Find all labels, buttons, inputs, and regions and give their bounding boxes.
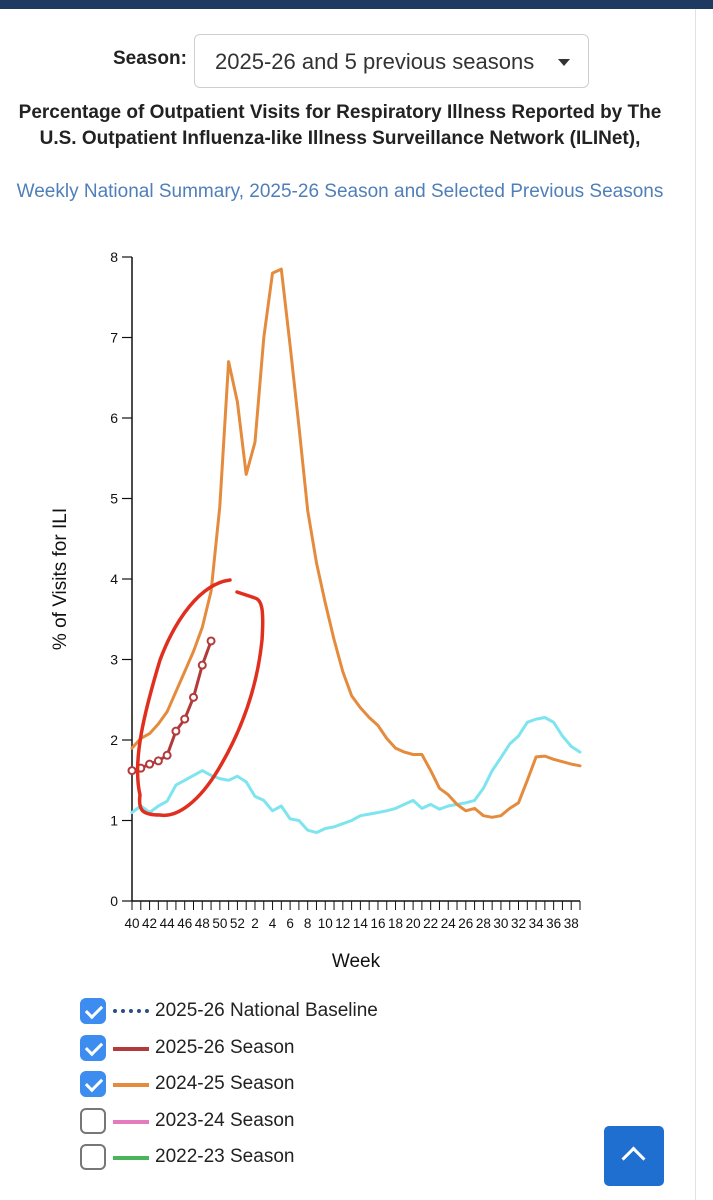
series-point (127, 766, 137, 776)
y-tick-label: 2 (110, 732, 118, 748)
annotation-circle (135, 578, 265, 818)
x-tick-label: 26 (458, 916, 473, 931)
legend-swatch (113, 1009, 149, 1013)
x-tick-label: 30 (493, 916, 508, 931)
checkmark-icon (84, 1073, 104, 1093)
legend-checkbox[interactable] (80, 998, 106, 1024)
x-tick-label: 52 (230, 916, 245, 931)
y-tick-label: 5 (110, 491, 118, 507)
x-tick-label: 40 (124, 916, 139, 931)
caret-down-icon (558, 59, 570, 66)
series-point (145, 759, 155, 769)
page-edge-divider (695, 9, 696, 1200)
top-nav-bar (0, 0, 713, 9)
x-tick-label: 48 (195, 916, 210, 931)
x-tick-label: 6 (286, 916, 294, 931)
legend-item[interactable]: 2022-23 Season (80, 1142, 440, 1172)
legend-checkbox[interactable] (80, 1144, 106, 1170)
legend-swatch (113, 1119, 149, 1124)
checkmark-icon (84, 1000, 104, 1020)
legend-swatch (113, 1156, 149, 1160)
x-tick-label: 8 (304, 916, 312, 931)
y-tick-label: 4 (110, 571, 118, 587)
checkmark-icon (84, 1037, 104, 1056)
series-line (130, 639, 213, 773)
legend-label: 2025-26 National Baseline (155, 1000, 378, 1021)
x-axis-title: Week (332, 951, 381, 972)
legend-label: 2024-25 Season (155, 1073, 295, 1094)
chart-title: Percentage of Outpatient Visits for Resp… (18, 102, 662, 149)
x-tick-label: 14 (353, 916, 369, 931)
x-tick-label: 36 (546, 916, 561, 931)
x-tick-label: 18 (388, 916, 403, 931)
season-label: Season: (113, 48, 187, 69)
series-line (130, 716, 582, 835)
x-tick-label: 34 (529, 916, 545, 931)
series-point (153, 756, 163, 766)
x-tick-label: 2 (251, 916, 259, 931)
y-tick-label: 3 (110, 652, 118, 668)
y-tick-label: 1 (110, 813, 118, 829)
legend-item[interactable]: 2025-26 Season (80, 1033, 440, 1063)
x-tick-label: 4 (269, 916, 277, 931)
legend-label: 2022-23 Season (155, 1146, 295, 1167)
x-tick-label: 50 (212, 916, 227, 931)
back-to-top-button[interactable] (604, 1126, 664, 1186)
x-tick-label: 28 (476, 916, 491, 931)
x-tick-label: 46 (177, 916, 192, 931)
legend-swatch (113, 1083, 149, 1087)
x-tick-label: 44 (160, 916, 176, 931)
chart-subtitle: Weekly National Summary, 2025-26 Season … (16, 181, 664, 202)
x-tick-label: 22 (423, 916, 438, 931)
series-point (180, 714, 190, 724)
legend-label: 2025-26 Season (155, 1036, 295, 1058)
series-point (162, 750, 172, 760)
series-point (206, 636, 216, 646)
series-point (197, 660, 207, 670)
legend-label: 2023-24 Season (155, 1109, 295, 1131)
series-point (171, 726, 181, 736)
legend-checkbox[interactable] (80, 1034, 106, 1061)
chevron-up-icon (621, 1146, 646, 1171)
x-tick-label: 20 (406, 916, 421, 931)
x-tick-label: 32 (511, 916, 526, 931)
season-dropdown-value: 2025-26 and 5 previous seasons (215, 49, 535, 74)
x-tick-label: 16 (370, 916, 385, 931)
x-tick-label: 10 (318, 916, 333, 931)
x-tick-label: 38 (564, 916, 579, 931)
x-tick-label: 12 (335, 916, 350, 931)
series-line (130, 267, 582, 819)
legend-swatch (113, 1046, 149, 1051)
legend-checkbox[interactable] (80, 1107, 106, 1134)
y-axis-title: % of Visits for ILI (50, 508, 71, 650)
x-tick-label: 24 (441, 916, 457, 931)
y-tick-label: 0 (110, 893, 118, 909)
x-tick-label: 42 (142, 916, 157, 931)
y-tick-label: 8 (110, 249, 118, 265)
legend-item[interactable]: 2025-26 National Baseline (80, 996, 440, 1026)
legend-item[interactable]: 2024-25 Season (80, 1069, 440, 1099)
y-tick-label: 7 (110, 330, 118, 346)
series-point (188, 692, 198, 702)
legend-item[interactable]: 2023-24 Season (80, 1106, 440, 1136)
season-dropdown[interactable]: 2025-26 and 5 previous seasons (194, 34, 589, 88)
y-tick-label: 6 (110, 410, 118, 426)
legend-checkbox[interactable] (80, 1071, 106, 1097)
